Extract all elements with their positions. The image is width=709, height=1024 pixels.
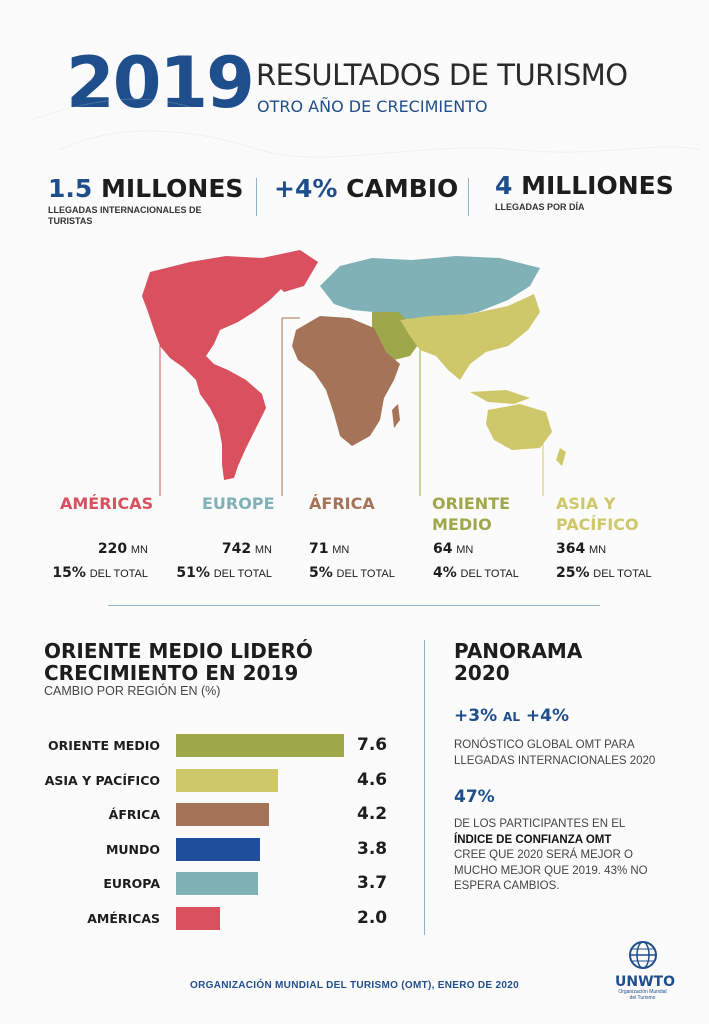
growth-title-1: ORIENTE MEDIO LIDERÓ [44, 639, 313, 663]
bar-category-label: ASIA Y PACÍFICO [44, 772, 160, 788]
background-map-outline [29, 98, 701, 158]
panorama-confidence: DE LOS PARTICIPANTES EN EL ÍNDICE DE CONF… [454, 818, 648, 893]
panorama-percent: 47% [454, 787, 495, 808]
stat-daily: 4 MILLIONES LLEGADAS POR DÍA [495, 173, 674, 213]
region-value-americas: 220 MN 15% DEL TOTAL [52, 541, 148, 581]
stat-change: +4% CAMBIO [274, 176, 458, 201]
map-americas [142, 256, 300, 480]
region-name: ORIENTE [432, 494, 511, 513]
region-americas: AMÉRICAS [60, 494, 160, 515]
region-name: AMÉRICAS [60, 494, 154, 513]
bar-category-label: MUNDO [105, 841, 160, 857]
region-africa: ÁFRICA [309, 494, 399, 515]
stat-word: MILLIONES [521, 171, 674, 200]
stat-label: LLEGADAS POR DÍA [495, 202, 585, 212]
growth-title-2: CRECIMIENTO EN 2019 [44, 661, 299, 685]
year-title: 2019 [66, 42, 255, 124]
stat-number: 1.5 [48, 174, 93, 203]
logo-subtext: Organización Mundial del Turismo [618, 989, 667, 1001]
bar [176, 734, 344, 757]
region-value-europe: 742 MN 51% DEL TOTAL [176, 541, 272, 581]
region-value-africa: 71 MN 5% DEL TOTAL [309, 541, 395, 581]
footer-source: ORGANIZACIÓN MUNDIAL DEL TURISMO (OMT), … [190, 980, 519, 991]
bar-value-label: 4.2 [357, 804, 388, 824]
bar-value-label: 2.0 [357, 907, 388, 928]
stat-word: CAMBIO [346, 174, 459, 203]
region-value-asia-pacific: 364 MN 25% DEL TOTAL [556, 541, 652, 581]
unwto-logo: UNWTO Organización Mundial del Turismo [615, 940, 675, 1001]
growth-bar-chart: ORIENTE MEDIO 7.6 ASIA Y PACÍFICO 4.6 ÁFRICA… [0, 732, 420, 942]
stat-number: +4% [274, 174, 338, 203]
stat-arrivals: 1.5 MILLONES LLEGADAS INTERNACIONALES DE… [48, 176, 243, 228]
growth-header: ORIENTE MEDIO LIDERÓ CRECIMIENTO EN 2019… [44, 640, 313, 698]
world-map [29, 98, 701, 496]
panorama-forecast: RONÓSTICO GLOBAL OMT PARA LLEGADAS INTER… [454, 739, 656, 767]
divider [256, 178, 257, 216]
map-europe [320, 256, 540, 320]
map-madagascar [392, 404, 400, 428]
bar-category-label: ORIENTE MEDIO [48, 738, 160, 753]
growth-subtitle: CAMBIO POR REGIÓN EN (%) [44, 684, 221, 698]
map-greenland [262, 250, 318, 292]
region-name: ASIA Y [556, 494, 616, 513]
bar [176, 906, 221, 930]
region-name-2: MEDIO [432, 514, 492, 534]
region-middle-east: ORIENTE MEDIO [432, 494, 522, 536]
bar-value-label: 7.6 [357, 735, 388, 755]
page-subtitle: OTRO AÑO DE CRECIMIENTO [257, 97, 488, 116]
bar-value-label: 3.7 [357, 873, 388, 893]
panorama-range: +3% AL +4% [454, 706, 569, 726]
region-value-middle-east: 64 MN 4% DEL TOTAL [433, 541, 519, 581]
region-asia-pacific: ASIA Y PACÍFICO [556, 494, 656, 536]
region-name: EUROPE [202, 494, 275, 513]
bar-category-label: ÁFRICA [108, 807, 160, 822]
region-name-2: PACÍFICO [556, 514, 639, 534]
stat-label: LLEGADAS INTERNACIONALES DE TURISTAS [48, 205, 202, 227]
stat-word: MILLONES [101, 174, 244, 203]
globe-icon [628, 941, 657, 969]
map-new-zealand [556, 448, 566, 466]
section-divider [108, 605, 600, 606]
region-name: ÁFRICA [309, 494, 375, 513]
region-europe: EUROPE [202, 494, 292, 515]
bar-value-label: 4.6 [357, 769, 388, 790]
page-title: RESULTADOS DE TURISMO [256, 58, 628, 92]
map-indonesia [470, 390, 530, 404]
bar-value-label: 3.8 [357, 838, 388, 859]
map-asia [400, 294, 540, 380]
stat-number: 4 [495, 171, 513, 200]
bar [176, 803, 269, 826]
panorama-section: PANORAMA 2020 +3% AL +4% RONÓSTICO GLOBA… [454, 640, 674, 895]
bar [176, 837, 260, 861]
bar-category-label: AMÉRICAS [87, 910, 160, 926]
bar [176, 768, 278, 792]
panorama-title-1: PANORAMA [454, 639, 583, 663]
divider-vertical [424, 640, 425, 935]
panorama-title-2: 2020 [454, 661, 510, 685]
bar [176, 872, 258, 895]
divider [468, 178, 469, 216]
map-africa [292, 316, 400, 446]
map-australia [486, 404, 552, 450]
bar-category-label: EUROPA [103, 876, 160, 891]
logo-text: UNWTO [615, 974, 675, 990]
